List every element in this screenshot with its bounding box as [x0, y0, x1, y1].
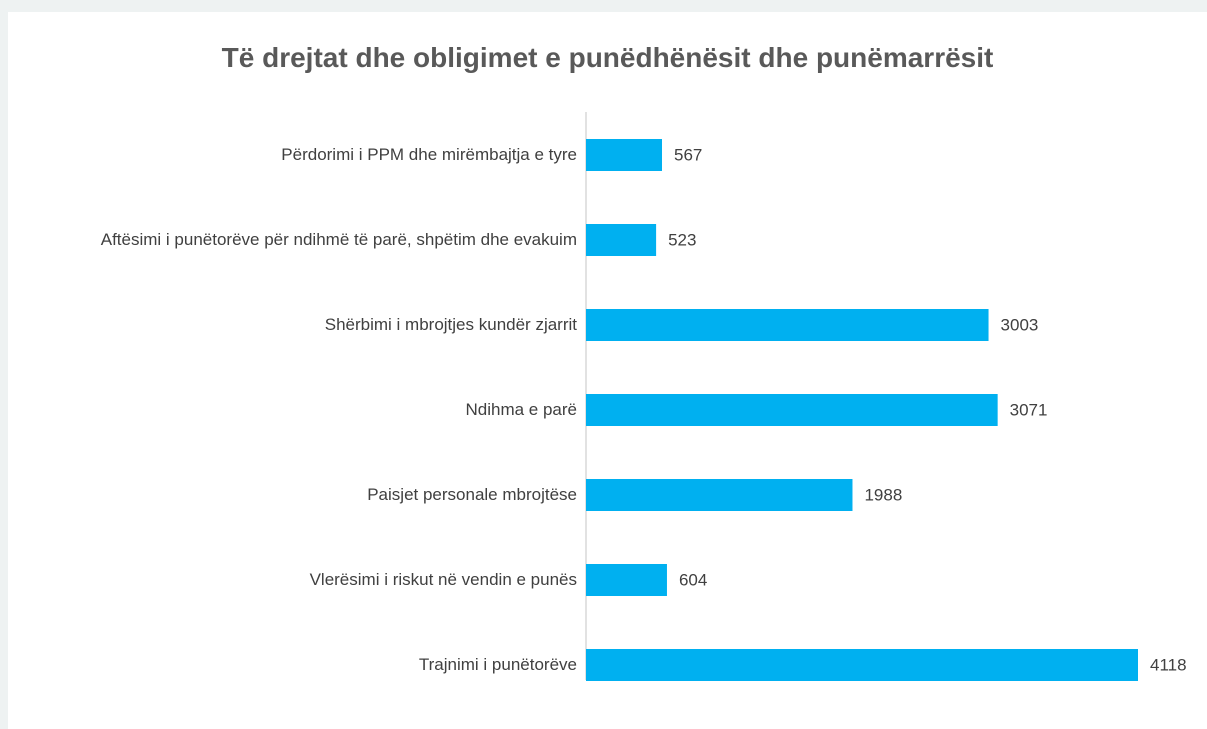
category-label: Shërbimi i mbrojtjes kundër zjarrit: [324, 315, 577, 334]
bar: [586, 394, 998, 426]
category-label-box: Shërbimi i mbrojtjes kundër zjarrit: [17, 295, 577, 355]
bar: [586, 479, 853, 511]
category-label-box: Përdorimi i PPM dhe mirëmbajtja e tyre: [17, 125, 577, 185]
value-label: 604: [679, 570, 707, 589]
chart-title: Të drejtat dhe obligimet e punëdhënësit …: [221, 42, 994, 73]
value-label: 523: [668, 230, 696, 249]
category-label-box: Trajnimi i punëtorëve: [17, 635, 577, 695]
chart-panel: Të drejtat dhe obligimet e punëdhënësit …: [8, 12, 1207, 729]
value-label: 3003: [1001, 315, 1039, 334]
bar: [586, 309, 989, 341]
category-label: Përdorimi i PPM dhe mirëmbajtja e tyre: [281, 145, 577, 164]
category-label-box: Aftësimi i punëtorëve për ndihmë të parë…: [17, 210, 577, 270]
bar: [586, 224, 657, 256]
category-label: Aftësimi i punëtorëve për ndihmë të parë…: [100, 230, 577, 249]
category-label: Trajnimi i punëtorëve: [418, 655, 577, 674]
plot: 567 523 3003 3071 1988 604 4118: [585, 112, 1187, 681]
value-label: 4118: [1150, 655, 1187, 674]
category-label: Vlerësimi i riskut në vendin e punës: [309, 570, 577, 589]
category-label-box: Vlerësimi i riskut në vendin e punës: [17, 550, 577, 610]
category-label-box: Ndihma e parë: [17, 380, 577, 440]
value-label: 1988: [864, 485, 902, 504]
category-label: Ndihma e parë: [465, 400, 577, 419]
category-label-box: Paisjet personale mbrojtëse: [17, 465, 577, 525]
value-label: 567: [674, 145, 702, 164]
bar: [586, 564, 667, 596]
category-label: Paisjet personale mbrojtëse: [367, 485, 577, 504]
bar: [586, 649, 1138, 681]
bar: [586, 139, 663, 171]
value-label: 3071: [1010, 400, 1048, 419]
